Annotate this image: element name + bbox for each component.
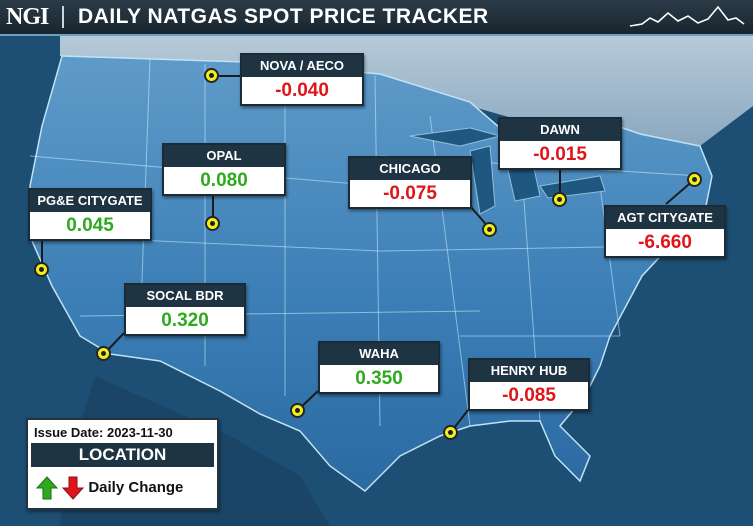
daily-change-value: 0.045: [30, 212, 150, 239]
callout-nova-aeco: NOVA / AECO -0.040: [240, 53, 364, 106]
daily-change-value: -0.040: [242, 77, 362, 104]
location-marker[interactable]: [204, 68, 219, 83]
location-name: SOCAL BDR: [126, 285, 244, 307]
location-marker[interactable]: [443, 425, 458, 440]
location-name: DAWN: [500, 119, 620, 141]
location-name: NOVA / AECO: [242, 55, 362, 77]
location-name: WAHA: [320, 343, 438, 365]
green-up-arrow-icon: [35, 476, 59, 500]
daily-change-value: 0.350: [320, 365, 438, 392]
location-name: CHICAGO: [350, 158, 470, 180]
daily-change-value: -0.085: [470, 382, 588, 409]
daily-change-value: -0.075: [350, 180, 470, 207]
callout-waha: WAHA 0.350: [318, 341, 440, 394]
location-marker[interactable]: [687, 172, 702, 187]
callout-socal-bdr: SOCAL BDR 0.320: [124, 283, 246, 336]
daily-change-value: 0.320: [126, 307, 244, 334]
issue-date: Issue Date: 2023-11-30: [34, 425, 173, 440]
legend-location-label: LOCATION: [31, 443, 214, 467]
callout-agt-citygate: AGT CITYGATE -6.660: [604, 205, 726, 258]
ngi-logo: NGI: [6, 4, 49, 30]
callout-chicago: CHICAGO -0.075: [348, 156, 472, 209]
location-name: AGT CITYGATE: [606, 207, 724, 229]
price-trend-line-icon: [629, 5, 745, 27]
red-down-arrow-icon: [62, 476, 85, 500]
callout-henry-hub: HENRY HUB -0.085: [468, 358, 590, 411]
location-marker[interactable]: [34, 262, 49, 277]
location-marker[interactable]: [96, 346, 111, 361]
daily-change-value: -6.660: [606, 229, 724, 256]
location-name: PG&E CITYGATE: [30, 190, 150, 212]
location-marker[interactable]: [482, 222, 497, 237]
callout-opal: OPAL 0.080: [162, 143, 286, 196]
callout-dawn: DAWN -0.015: [498, 117, 622, 170]
location-name: OPAL: [164, 145, 284, 167]
legend-change-label: Daily Change: [88, 478, 184, 496]
legend-change-row: Daily Change: [28, 467, 217, 500]
logo-divider: [62, 6, 64, 28]
location-marker[interactable]: [205, 216, 220, 231]
location-name: HENRY HUB: [470, 360, 588, 382]
location-marker[interactable]: [552, 192, 567, 207]
location-marker[interactable]: [290, 403, 305, 418]
page-title: DAILY NATGAS SPOT PRICE TRACKER: [78, 5, 489, 28]
callout-pge-citygate: PG&E CITYGATE 0.045: [28, 188, 152, 241]
daily-change-value: 0.080: [164, 167, 284, 194]
header-bar: NGI DAILY NATGAS SPOT PRICE TRACKER: [0, 0, 753, 36]
daily-change-value: -0.015: [500, 141, 620, 168]
map-legend: Issue Date: 2023-11-30 LOCATION Daily Ch…: [26, 418, 219, 510]
